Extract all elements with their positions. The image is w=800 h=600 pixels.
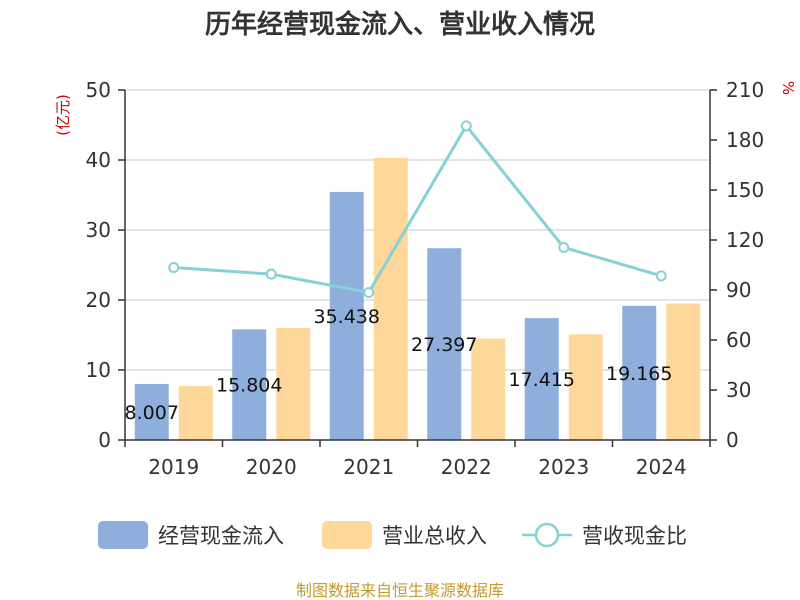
bar-经营现金流入 xyxy=(524,318,559,440)
legend: 经营现金流入 营业总收入 营收现金比 xyxy=(98,521,687,549)
line-point xyxy=(558,242,570,253)
line-series xyxy=(168,120,667,298)
bar-营业总收入 xyxy=(373,157,408,440)
y-left-tick-label: 0 xyxy=(98,428,111,452)
data-label: 35.438 xyxy=(314,306,380,328)
data-label: 15.804 xyxy=(216,375,282,397)
data-labels: 8.007 15.804 35.438 27.397 17.415 19.165 xyxy=(125,306,673,424)
y-right-tick-label: 30 xyxy=(726,378,751,402)
legend-label: 经营现金流入 xyxy=(158,524,284,548)
data-label: 27.397 xyxy=(411,334,477,356)
y-left-tick-label: 50 xyxy=(86,78,111,102)
line-point xyxy=(655,270,667,282)
x-tick-label: 2020 xyxy=(246,455,297,479)
y-axis-left-label: (亿元) xyxy=(54,94,72,136)
bar-经营现金流入 xyxy=(622,305,657,440)
legend-swatch xyxy=(98,521,148,549)
legend-label: 营收现金比 xyxy=(582,524,687,548)
y-right-tick-label: 150 xyxy=(726,178,764,202)
y-left-tick-label: 10 xyxy=(86,358,111,382)
legend-marker xyxy=(534,522,560,548)
bar-营业总收入 xyxy=(178,386,213,440)
x-tick-label: 2023 xyxy=(538,455,589,479)
line-point xyxy=(363,287,375,298)
line-point xyxy=(265,268,277,280)
y-left-tick-label: 30 xyxy=(86,218,111,242)
bar-经营现金流入 xyxy=(329,191,364,440)
y-left-tick-label: 20 xyxy=(86,288,111,312)
y-right-tick-label: 0 xyxy=(726,428,739,452)
bar-经营现金流入 xyxy=(427,248,462,440)
data-label: 17.415 xyxy=(509,369,575,391)
x-tick-label: 2022 xyxy=(441,455,492,479)
y-right-tick-label: 90 xyxy=(726,278,751,302)
y-right-tick-label: 120 xyxy=(726,228,764,252)
legend-swatch xyxy=(322,521,372,549)
source-note: 制图数据来自恒生聚源数据库 xyxy=(296,581,504,600)
y-right-tick-label: 180 xyxy=(726,128,764,152)
y-left-tick-label: 40 xyxy=(86,148,111,172)
x-tick-label: 2019 xyxy=(148,455,199,479)
x-tick-label: 2024 xyxy=(636,455,687,479)
bar-经营现金流入 xyxy=(134,383,169,440)
x-tick-label: 2021 xyxy=(343,455,394,479)
bar-营业总收入 xyxy=(666,303,701,440)
bar-营业总收入 xyxy=(276,328,311,440)
line-point xyxy=(460,120,472,132)
axes: 0 10 20 30 40 50 0 30 60 90 120 150 180 210 2019 2020 20… xyxy=(86,78,765,479)
data-label: 19.165 xyxy=(606,363,672,385)
y-right-tick-label: 210 xyxy=(726,78,764,102)
bars xyxy=(134,157,701,440)
bar-经营现金流入 xyxy=(232,329,267,440)
y-right-tick-label: 60 xyxy=(726,328,751,352)
data-label: 8.007 xyxy=(125,402,179,424)
legend-label: 营业总收入 xyxy=(382,524,487,548)
y-axis-right-label: % xyxy=(779,81,797,95)
line-point xyxy=(168,262,180,273)
bar-营业总收入 xyxy=(471,338,506,440)
chart-title: 历年经营现金流入、营业收入情况 xyxy=(205,9,595,40)
bar-营业总收入 xyxy=(568,334,603,440)
line-营收现金比 xyxy=(173,123,662,295)
